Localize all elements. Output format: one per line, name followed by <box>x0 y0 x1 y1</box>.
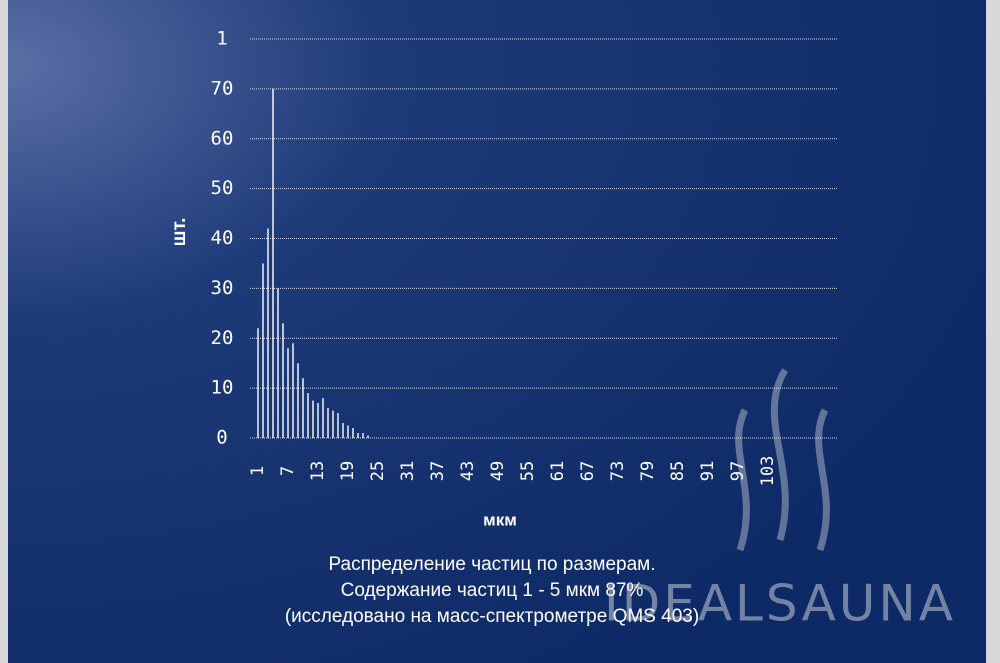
bar <box>362 433 364 438</box>
x-tick-label: 79 <box>638 461 658 481</box>
x-tick-label: 103 <box>758 456 778 487</box>
bar <box>287 348 289 438</box>
x-tick-label: 25 <box>368 461 388 481</box>
bar <box>342 423 344 438</box>
y-tick-label: 10 <box>211 377 234 399</box>
y-tick-label: 70 <box>211 77 234 99</box>
y-tick-label: 60 <box>211 127 234 149</box>
bar <box>257 328 259 438</box>
caption-line: (исследовано на масс-спектрометре QMS 40… <box>285 606 699 627</box>
x-tick-label: 31 <box>398 461 418 481</box>
bar <box>297 363 299 438</box>
x-tick-label: 19 <box>338 461 358 481</box>
bar <box>307 393 309 438</box>
panel <box>8 0 986 663</box>
bar <box>367 435 369 438</box>
bar <box>272 88 274 438</box>
caption-line: Содержание частиц 1 - 5 мкм 87% <box>341 580 644 601</box>
bar <box>322 398 324 438</box>
y-tick-label: 40 <box>211 227 234 249</box>
bar <box>332 410 334 438</box>
x-tick-label: 13 <box>308 461 328 481</box>
x-tick-label: 37 <box>428 461 448 481</box>
x-tick-label: 97 <box>728 461 748 481</box>
x-tick-label: 43 <box>458 461 478 481</box>
bar <box>292 343 294 438</box>
x-tick-label: 73 <box>608 461 628 481</box>
y-tick-label: 0 <box>216 427 227 449</box>
bar <box>337 413 339 438</box>
y-tick-label: 20 <box>211 327 234 349</box>
y-axis-label: шт. <box>169 218 190 247</box>
bar <box>357 433 359 438</box>
logo-flames <box>735 368 830 552</box>
bar <box>347 425 349 438</box>
bar <box>317 403 319 438</box>
x-tick-label: 85 <box>668 461 688 481</box>
watermark: IDEALSAUNA <box>604 575 956 633</box>
x-tick-label: 67 <box>578 461 598 481</box>
bar <box>267 228 269 438</box>
bar <box>352 428 354 438</box>
bar <box>277 288 279 438</box>
bar <box>302 378 304 438</box>
x-tick-label: 91 <box>698 461 718 481</box>
y-tick-label: 50 <box>211 177 234 199</box>
bar <box>327 408 329 438</box>
x-tick-label: 55 <box>518 461 538 481</box>
x-axis-label: мкм <box>483 510 517 529</box>
bar <box>282 323 284 438</box>
x-tick-label: 49 <box>488 461 508 481</box>
x-tick-label: 61 <box>548 461 568 481</box>
bar <box>312 400 314 438</box>
caption-line: Распределение частиц по размерам. <box>328 554 655 575</box>
x-tick-label: 7 <box>278 466 298 476</box>
x-tick-label: 1 <box>248 466 268 476</box>
y-tick-label: 30 <box>211 277 234 299</box>
y-tick-label: 1 <box>216 28 227 50</box>
bar <box>262 263 264 438</box>
